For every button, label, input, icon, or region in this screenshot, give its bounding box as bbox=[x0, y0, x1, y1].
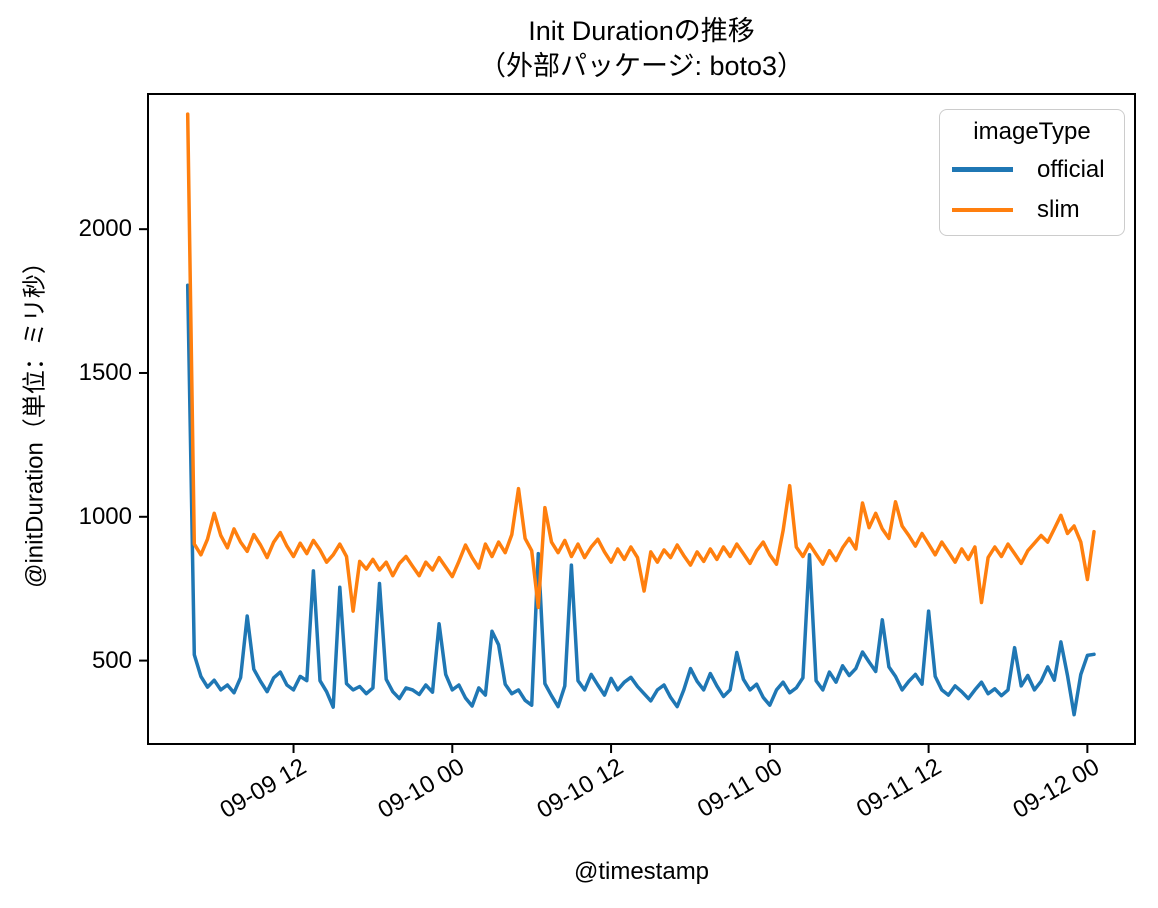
legend-entry-official: official bbox=[950, 151, 1114, 189]
axes-frame bbox=[147, 93, 1136, 745]
y-axis-label: @initDuration（単位：ミリ秒） bbox=[21, 250, 49, 588]
y-tick-label: 1000 bbox=[78, 502, 132, 530]
series-official-line bbox=[185, 283, 1096, 717]
legend: imageType official slim bbox=[939, 109, 1125, 236]
chart-title-line2: （外部パッケージ: boto3） bbox=[478, 51, 805, 81]
legend-entry-slim: slim bbox=[950, 191, 1114, 229]
y-tick-label: 1500 bbox=[78, 358, 132, 386]
legend-label-slim: slim bbox=[1037, 196, 1080, 223]
legend-swatch-official bbox=[952, 167, 1013, 172]
chart-title-line1: Init Durationの推移 bbox=[528, 16, 755, 46]
y-tick-label: 500 bbox=[91, 646, 132, 674]
y-tick-label: 2000 bbox=[78, 215, 132, 243]
legend-swatch-slim bbox=[952, 207, 1013, 213]
chart-title: Init Durationの推移 （外部パッケージ: boto3） bbox=[148, 14, 1135, 84]
legend-title: imageType bbox=[973, 118, 1091, 145]
x-axis-label: @timestamp bbox=[573, 858, 710, 885]
legend-label-official: official bbox=[1037, 155, 1105, 183]
series-slim-line bbox=[185, 112, 1096, 613]
